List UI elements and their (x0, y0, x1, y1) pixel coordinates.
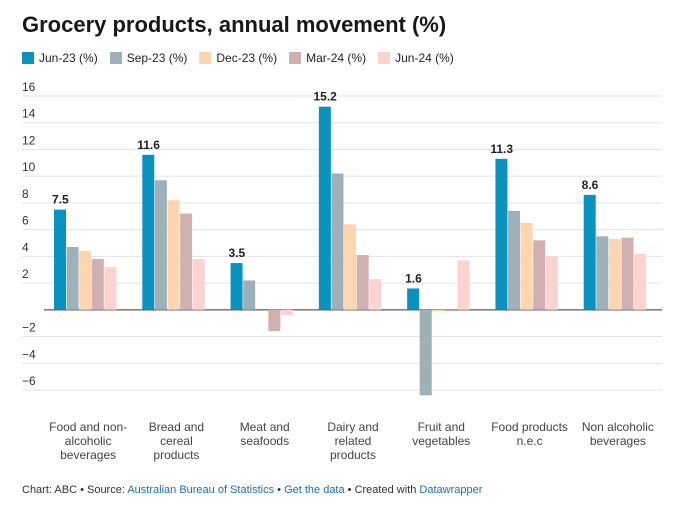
bar[interactable] (180, 213, 193, 310)
data-label: 7.5 (52, 193, 69, 207)
data-label: 11.6 (137, 138, 160, 152)
bar[interactable] (457, 260, 470, 310)
bar[interactable] (407, 288, 420, 310)
category-label: Food and non- (49, 420, 127, 434)
bar[interactable] (154, 180, 167, 310)
category-label: alcoholic (65, 434, 112, 448)
legend-item-jun24[interactable]: Jun-24 (%) (378, 51, 454, 65)
bar[interactable] (243, 280, 256, 310)
footer-credit: Chart: ABC • Source: (22, 484, 128, 496)
y-tick-label: 16 (22, 80, 36, 94)
category-label: beverages (60, 448, 116, 462)
legend-label: Dec-23 (%) (216, 51, 278, 65)
footer-created-with: • Created with (344, 484, 420, 496)
data-label: 8.6 (582, 178, 599, 192)
category-label: seafoods (240, 434, 289, 448)
category-label: Bread and (149, 420, 204, 434)
bar[interactable] (142, 154, 155, 310)
bar[interactable] (344, 224, 357, 310)
bar[interactable] (419, 309, 432, 396)
legend-swatch (289, 52, 302, 64)
bar[interactable] (167, 200, 180, 310)
category-label: products (153, 448, 199, 462)
category-label: Dairy and (327, 420, 378, 434)
legend-swatch (109, 52, 122, 64)
category-label: n.e.c (517, 434, 543, 448)
bar[interactable] (495, 158, 508, 310)
data-label: 3.5 (229, 246, 246, 260)
chart-title: Grocery products, annual movement (%) (22, 12, 447, 37)
category-label: Food products (491, 420, 568, 434)
legend-item-dec23[interactable]: Dec-23 (%) (199, 51, 277, 65)
bar[interactable] (583, 194, 596, 310)
legend-item-jun23[interactable]: Jun-23 (%) (22, 51, 98, 65)
bar-chart: 16 14 12 10 8 6 4 2 −2 −4 −6 7.5 Food and non-alcoho… (22, 80, 662, 462)
legend-swatch (22, 52, 34, 64)
bar[interactable] (444, 309, 457, 312)
y-tick-label: −2 (22, 321, 36, 335)
bar[interactable] (79, 251, 92, 310)
bar[interactable] (596, 236, 609, 310)
bar[interactable] (533, 240, 546, 310)
datawrapper-link[interactable]: Datawrapper (419, 484, 483, 496)
y-tick-label: 10 (22, 160, 36, 174)
bar[interactable] (91, 259, 104, 310)
footer-separator: • (274, 484, 285, 496)
bar[interactable] (520, 222, 533, 310)
legend-swatch (378, 52, 391, 64)
data-label: 11.3 (490, 142, 513, 156)
data-label: 1.6 (405, 271, 422, 285)
bar[interactable] (66, 247, 79, 310)
chart-footer: Chart: ABC • Source: Australian Bureau o… (22, 484, 482, 496)
category-label: beverages (590, 434, 646, 448)
y-tick-label: 12 (22, 133, 36, 147)
bar[interactable] (280, 309, 293, 316)
y-tick-label: −4 (22, 347, 36, 361)
y-tick-label: 4 (22, 240, 29, 254)
bar[interactable] (508, 210, 521, 310)
bar[interactable] (192, 259, 205, 310)
bar[interactable] (432, 309, 445, 312)
bar[interactable] (318, 106, 331, 310)
get-data-link[interactable]: Get the data (284, 484, 345, 496)
legend-item-mar24[interactable]: Mar-24 (%) (289, 51, 366, 65)
legend-label: Jun-24 (%) (395, 51, 454, 65)
legend: Jun-23 (%) Sep-23 (%) Dec-23 (%) Mar-24 … (22, 51, 466, 65)
bar[interactable] (331, 173, 344, 310)
category-label: products (330, 448, 376, 462)
bar[interactable] (54, 209, 66, 310)
category-label: related (335, 434, 372, 448)
bar[interactable] (369, 279, 382, 310)
bar[interactable] (268, 309, 281, 332)
category-label: Fruit and (418, 420, 465, 434)
bar[interactable] (621, 237, 634, 310)
y-tick-label: 8 (22, 187, 29, 201)
category-label: vegetables (412, 434, 470, 448)
bar[interactable] (230, 263, 243, 310)
y-tick-label: 6 (22, 214, 29, 228)
category-label: Non alcoholic (582, 420, 654, 434)
data-label: 15.2 (313, 90, 337, 104)
bar[interactable] (608, 238, 621, 310)
category-label: Meat and (240, 420, 290, 434)
bar[interactable] (545, 256, 558, 310)
legend-label: Jun-23 (%) (39, 51, 98, 65)
y-tick-label: −6 (22, 374, 36, 388)
y-tick-label: 14 (22, 107, 36, 121)
legend-label: Sep-23 (%) (126, 51, 188, 65)
bar[interactable] (634, 253, 647, 310)
source-link[interactable]: Australian Bureau of Statistics (127, 484, 275, 496)
y-tick-label: 2 (22, 267, 29, 281)
legend-item-sep23[interactable]: Sep-23 (%) (109, 51, 188, 65)
legend-swatch (199, 52, 212, 64)
category-label: cereal (160, 434, 193, 448)
bar[interactable] (356, 255, 369, 310)
legend-label: Mar-24 (%) (306, 51, 367, 65)
bar[interactable] (104, 267, 117, 310)
